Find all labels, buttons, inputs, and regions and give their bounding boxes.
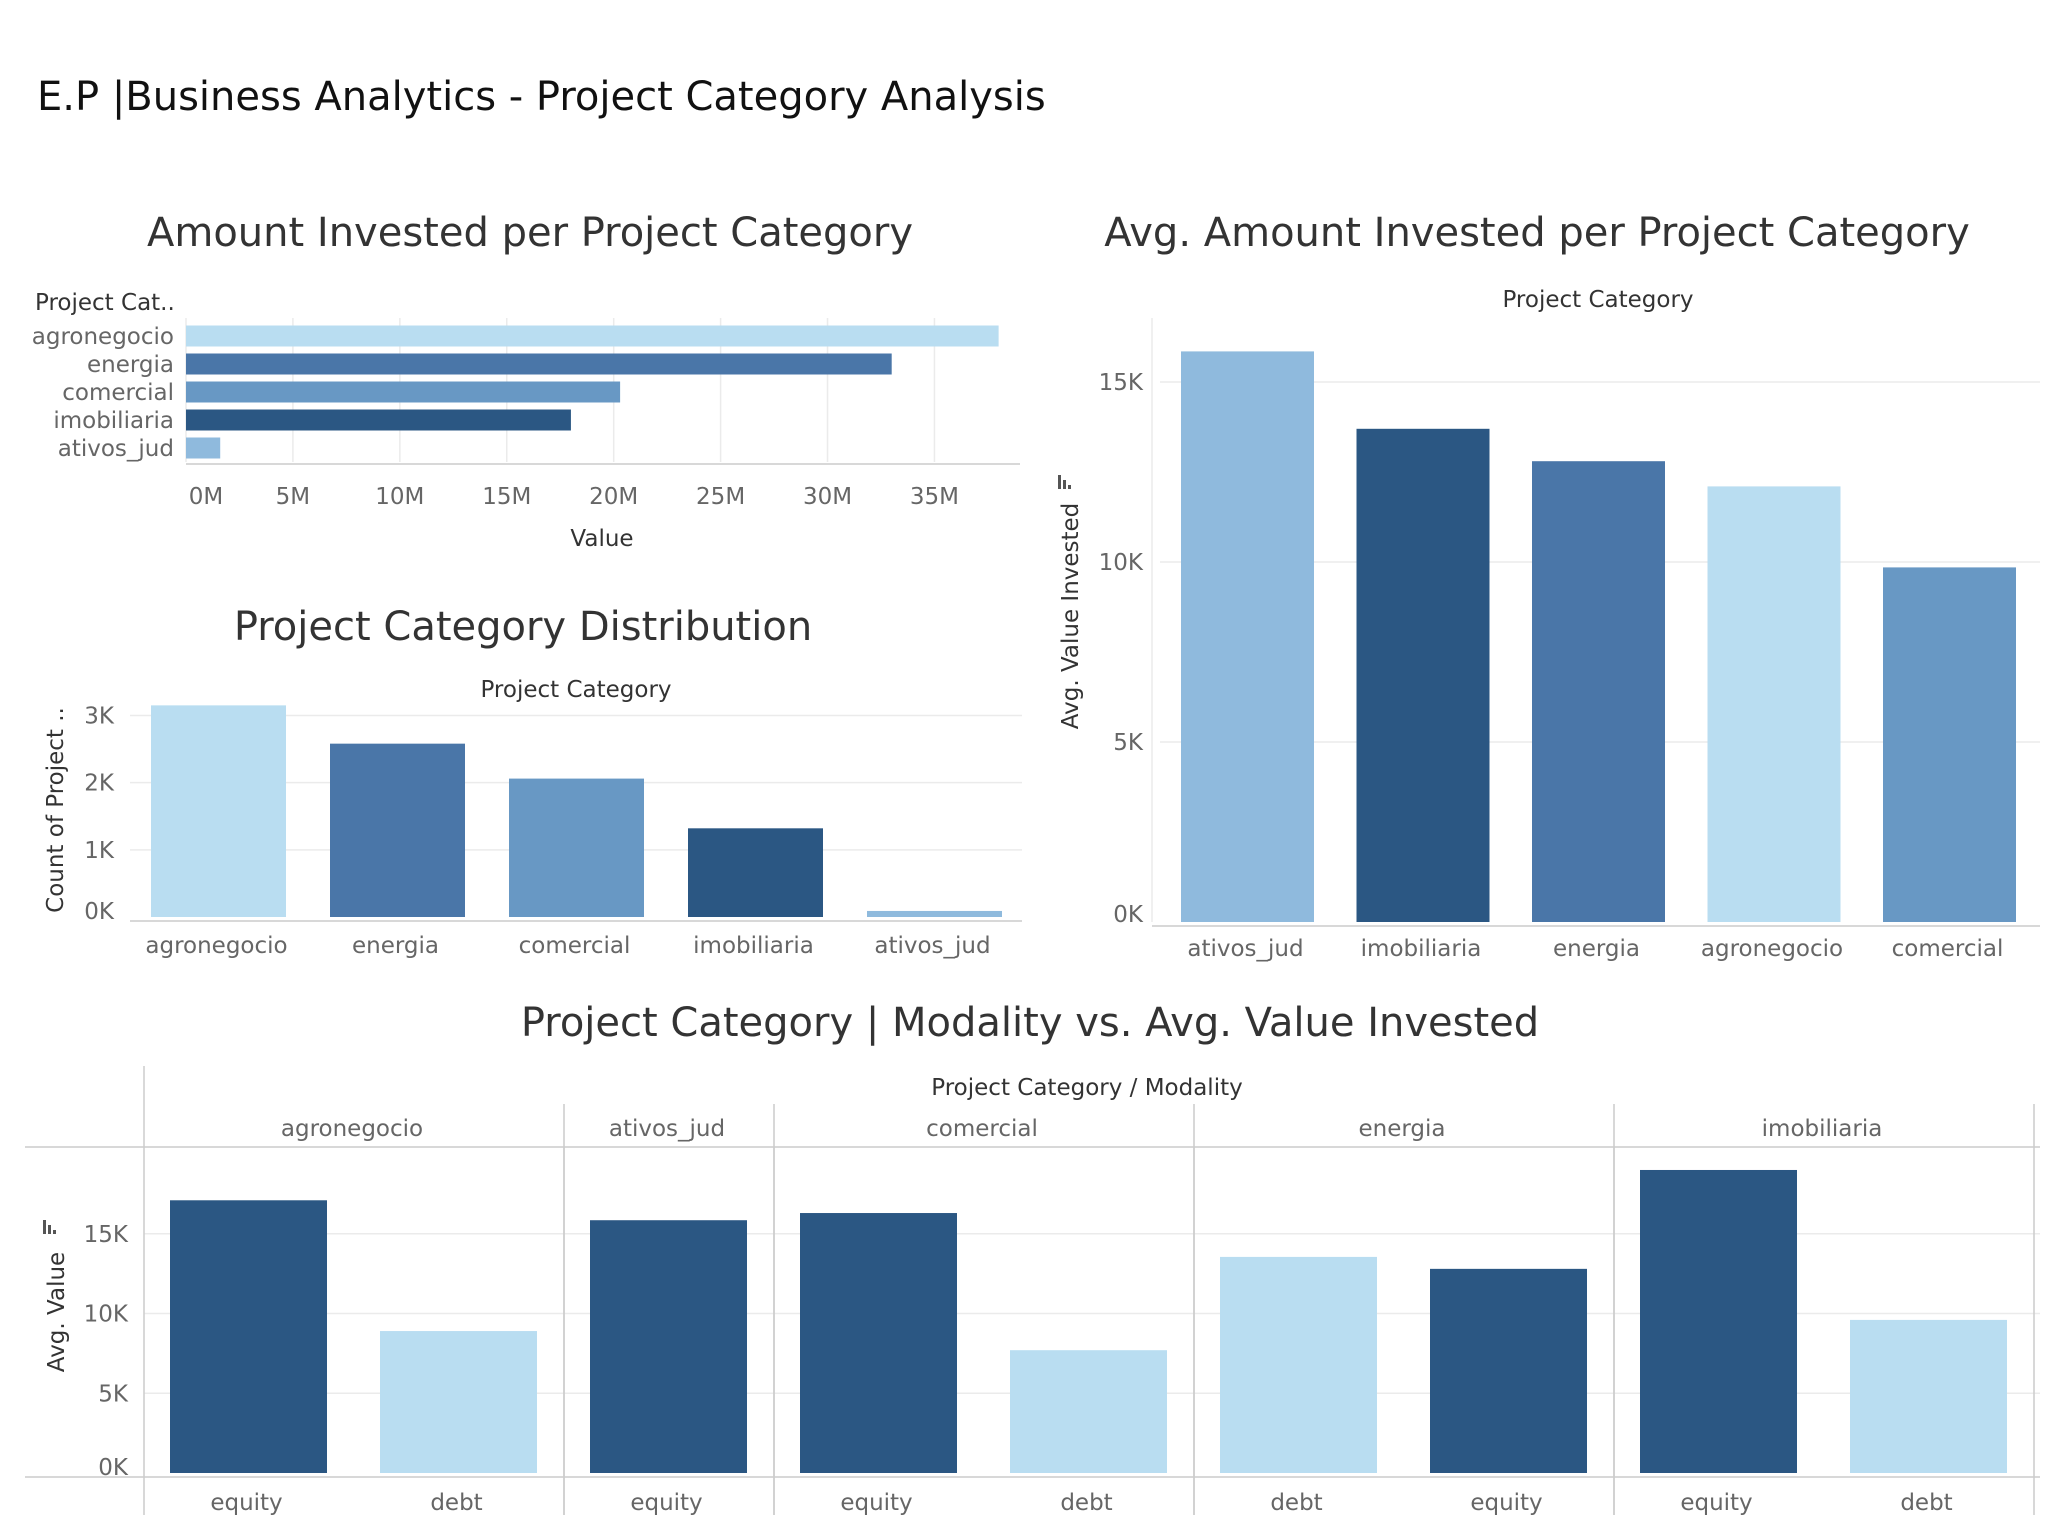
modality-category-header: comercial	[926, 1116, 1038, 1142]
amount-category-label: energia	[87, 352, 174, 378]
distribution-bar	[330, 743, 465, 917]
distribution-category-label: imobiliaria	[693, 933, 814, 959]
distribution-bar	[509, 778, 644, 917]
chart-title-avg-amount-invested: Avg. Amount Invested per Project Categor…	[1104, 210, 1970, 256]
modality-x-label: debt	[1270, 1490, 1322, 1516]
modality-bar	[1010, 1350, 1167, 1473]
avg-y-tick-label: 15K	[1099, 370, 1144, 396]
modality-bar	[170, 1200, 327, 1473]
distribution-y-tick-label: 2K	[84, 771, 115, 797]
distribution-y-tick-label: 3K	[84, 703, 115, 729]
modality-bar	[1430, 1268, 1587, 1473]
modality-x-label: debt	[1060, 1490, 1112, 1516]
amount-category-label: agronegocio	[32, 324, 174, 350]
modality-y-axis-title: Avg. Value	[44, 1252, 70, 1372]
amount-bar	[186, 353, 892, 375]
chart-title-modality-avg-value: Project Category | Modality vs. Avg. Val…	[520, 1000, 1540, 1046]
avg-bar	[1532, 461, 1665, 922]
amount-category-label: ativos_jud	[58, 436, 174, 462]
avg-bar	[1181, 351, 1314, 922]
modality-category-header: agronegocio	[281, 1116, 423, 1142]
distribution-category-label: energia	[352, 933, 439, 959]
amount-x-tick-label: 25M	[696, 484, 745, 510]
amount-x-tick-label: 10M	[375, 484, 424, 510]
amount-bar	[186, 325, 999, 347]
modality-bar	[1220, 1256, 1377, 1473]
amount-x-tick-label: 5M	[276, 484, 310, 510]
modality-category-header: ativos_jud	[609, 1116, 725, 1142]
amount-x-tick-label: 30M	[803, 484, 852, 510]
avg-y-tick-label: 5K	[1113, 730, 1144, 756]
distribution-category-label: agronegocio	[145, 933, 287, 959]
avg-category-label: comercial	[1892, 936, 2004, 962]
modality-y-tick-label: 10K	[84, 1302, 129, 1328]
modality-bar	[1850, 1319, 2007, 1473]
distribution-bar	[867, 910, 1002, 917]
distribution-bar	[688, 828, 823, 917]
avg-y-tick-label: 0K	[1113, 902, 1144, 928]
avg-bar	[1356, 428, 1490, 922]
amount-bar	[186, 381, 621, 403]
avg-y-axis-title: Avg. Value Invested	[1058, 503, 1084, 730]
modality-category-header: imobiliaria	[1762, 1116, 1883, 1142]
amount-bar	[186, 409, 571, 431]
avg-column-header: Project Category	[1502, 287, 1693, 313]
distribution-column-header: Project Category	[480, 677, 671, 703]
distribution-category-label: ativos_jud	[874, 933, 990, 959]
modality-y-tick-label: 15K	[84, 1222, 129, 1248]
avg-y-tick-label: 10K	[1099, 550, 1144, 576]
dashboard-title: E.P |Business Analytics - Project Catego…	[37, 74, 1046, 120]
avg-bar	[1883, 567, 2016, 922]
modality-x-label: equity	[1680, 1490, 1752, 1516]
modality-category-header: energia	[1358, 1116, 1445, 1142]
amount-bar	[186, 437, 221, 459]
avg-category-label: agronegocio	[1701, 936, 1843, 962]
modality-x-label: equity	[630, 1490, 702, 1516]
distribution-y-tick-label: 1K	[84, 838, 115, 864]
amount-category-label: comercial	[62, 380, 174, 406]
chart-title-amount-invested: Amount Invested per Project Category	[146, 210, 914, 256]
modality-x-label: debt	[430, 1490, 482, 1516]
avg-category-label: imobiliaria	[1361, 936, 1482, 962]
amount-row-header: Project Cat..	[35, 290, 175, 316]
modality-bar	[380, 1331, 537, 1473]
amount-x-axis-title: Value	[570, 526, 633, 552]
avg-bar	[1707, 486, 1841, 922]
modality-axis-icon	[43, 1220, 56, 1234]
modality-bar	[800, 1213, 957, 1473]
amount-x-tick-label: 35M	[910, 484, 959, 510]
avg-category-label: energia	[1553, 936, 1640, 962]
chart-title-category-distribution: Project Category Distribution	[233, 604, 813, 650]
modality-x-label: equity	[210, 1490, 282, 1516]
amount-category-label: imobiliaria	[53, 408, 174, 434]
amount-x-tick-label: 0M	[189, 484, 223, 510]
modality-y-tick-label: 5K	[98, 1381, 129, 1407]
modality-bar	[1640, 1169, 1797, 1473]
distribution-bar	[151, 705, 286, 917]
distribution-y-axis-title: Count of Project ..	[43, 707, 69, 913]
distribution-category-label: comercial	[519, 933, 631, 959]
amount-x-tick-label: 20M	[589, 484, 638, 510]
modality-x-label: debt	[1900, 1490, 1952, 1516]
modality-x-label: equity	[840, 1490, 912, 1516]
modality-column-header: Project Category / Modality	[931, 1075, 1242, 1101]
distribution-y-tick-label: 0K	[84, 899, 115, 925]
amount-x-tick-label: 15M	[482, 484, 531, 510]
avg-axis-icon	[1058, 475, 1071, 489]
modality-x-label: equity	[1470, 1490, 1542, 1516]
avg-category-label: ativos_jud	[1187, 936, 1303, 962]
modality-bar	[590, 1220, 747, 1473]
